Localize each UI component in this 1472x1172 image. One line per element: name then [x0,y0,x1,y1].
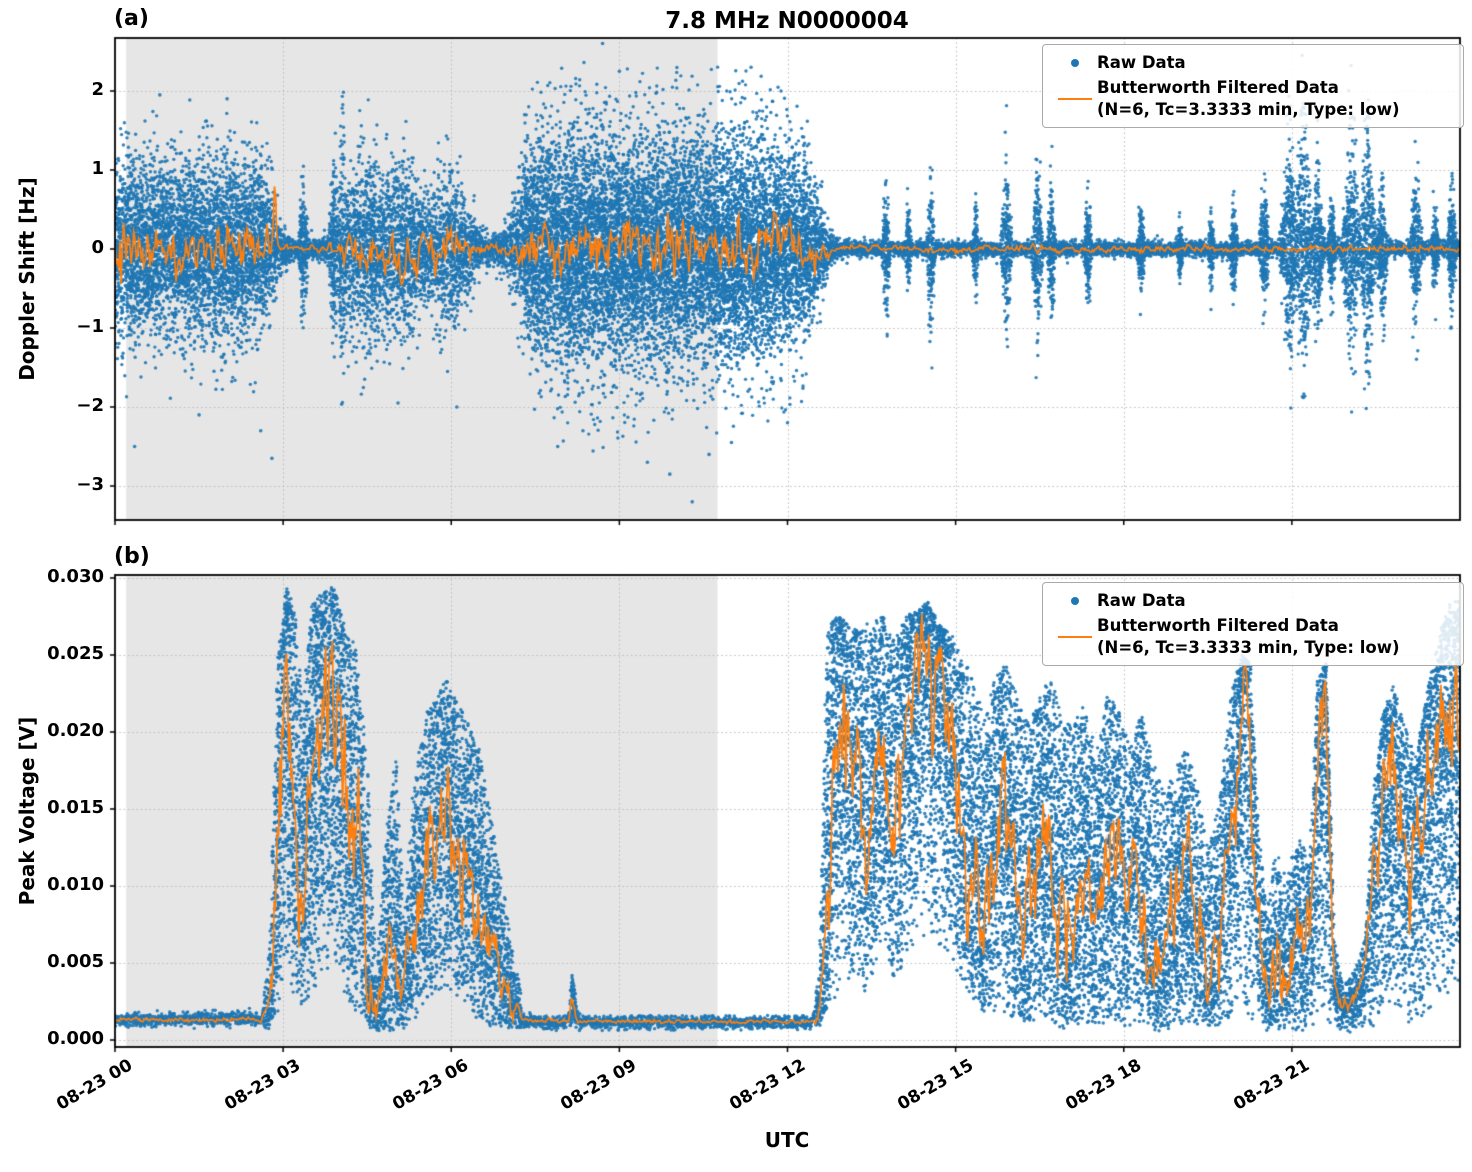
panel-a-label: (a) [114,6,149,31]
legend-panel-b: Raw Data Butterworth Filtered Data (N=6,… [1042,582,1464,667]
y-tick-label: 0.010 [47,874,104,896]
x-axis-label: UTC [764,1128,810,1152]
y-tick-label: 0 [91,236,104,258]
y-tick-label: 0.025 [47,643,104,665]
raw-data-dot-icon [1053,596,1097,605]
y-tick-label: 0.005 [47,951,104,973]
legend-raw-data-label: Raw Data [1097,53,1186,72]
filtered-line-icon [1053,635,1097,638]
filtered-line-icon [1053,97,1097,100]
legend-filtered-line2: (N=6, Tc=3.3333 min, Type: low) [1097,637,1400,657]
y-tick-label: 0.020 [47,720,104,742]
legend-filtered-line1: Butterworth Filtered Data [1097,615,1339,635]
legend-filtered-label: Butterworth Filtered Data (N=6, Tc=3.333… [1097,77,1400,121]
legend-raw-data-label: Raw Data [1097,591,1186,610]
legend-filtered-line1: Butterworth Filtered Data [1097,77,1339,97]
legend-panel-a: Raw Data Butterworth Filtered Data (N=6,… [1042,44,1464,129]
y-tick-label: −2 [76,395,104,416]
legend-entry-raw-data: Raw Data [1053,52,1453,74]
raw-data-dot-icon [1053,58,1097,67]
legend-filtered-label: Butterworth Filtered Data (N=6, Tc=3.333… [1097,615,1400,659]
y-tick-label: 0.015 [47,797,104,819]
legend-filtered-line2: (N=6, Tc=3.3333 min, Type: low) [1097,99,1400,119]
legend-entry-filtered: Butterworth Filtered Data (N=6, Tc=3.333… [1053,77,1453,121]
y-axis-label-doppler: Doppler Shift [Hz] [15,177,39,381]
y-tick-label: 0.000 [47,1028,104,1050]
y-tick-label: −3 [76,474,104,496]
panel-b-label: (b) [114,544,150,569]
legend-entry-filtered: Butterworth Filtered Data (N=6, Tc=3.333… [1053,615,1453,659]
y-tick-label: 1 [91,157,104,179]
legend-entry-raw-data: Raw Data [1053,590,1453,612]
y-tick-label: 0.030 [47,566,104,588]
y-tick-label: 2 [91,78,104,100]
chart-title: 7.8 MHz N0000004 [665,8,909,34]
y-tick-label: −1 [76,315,104,337]
